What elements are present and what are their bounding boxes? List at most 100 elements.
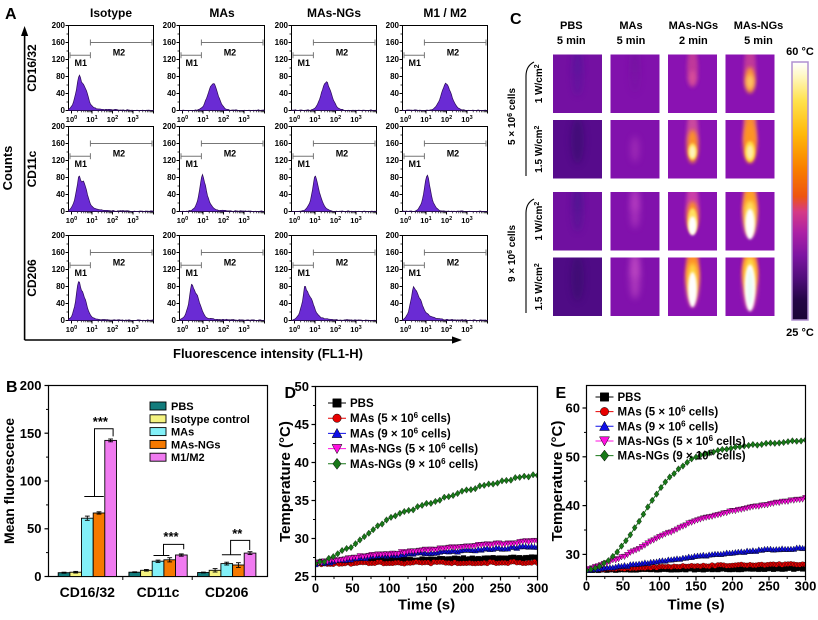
svg-text:MAs-NGs: MAs-NGs — [669, 20, 719, 32]
svg-text:100: 100 — [20, 474, 42, 489]
svg-text:150: 150 — [416, 581, 438, 596]
svg-text:120: 120 — [275, 55, 289, 64]
svg-text:0: 0 — [172, 207, 177, 216]
svg-text:PBS: PBS — [350, 398, 374, 410]
svg-text:103: 103 — [127, 216, 138, 225]
svg-text:200: 200 — [52, 122, 66, 131]
svg-text:CD206: CD206 — [25, 259, 39, 297]
svg-text:**: ** — [232, 526, 243, 541]
svg-text:0: 0 — [284, 316, 289, 325]
svg-text:0: 0 — [583, 579, 590, 594]
svg-text:M1/M2: M1/M2 — [171, 452, 205, 464]
svg-text:M1: M1 — [298, 159, 311, 169]
svg-text:102: 102 — [441, 325, 452, 334]
svg-text:0: 0 — [172, 316, 177, 325]
svg-text:160: 160 — [163, 248, 177, 257]
svg-text:160: 160 — [52, 139, 66, 148]
svg-text:102: 102 — [330, 216, 341, 225]
svg-text:120: 120 — [275, 156, 289, 165]
svg-text:0: 0 — [395, 106, 400, 115]
svg-text:M1: M1 — [186, 159, 199, 169]
svg-text:50: 50 — [345, 581, 359, 596]
svg-text:250: 250 — [758, 579, 780, 594]
svg-text:120: 120 — [163, 55, 177, 64]
svg-text:200: 200 — [52, 231, 66, 240]
svg-text:M1: M1 — [75, 268, 88, 278]
svg-text:9 × 106 cells: 9 × 106 cells — [507, 225, 518, 282]
svg-text:200: 200 — [722, 579, 744, 594]
svg-text:160: 160 — [52, 38, 66, 47]
svg-text:M1: M1 — [75, 159, 88, 169]
svg-text:M2: M2 — [224, 149, 237, 159]
svg-text:0: 0 — [395, 316, 400, 325]
svg-text:***: *** — [93, 414, 109, 429]
svg-text:CD16/32: CD16/32 — [25, 44, 39, 92]
svg-text:100: 100 — [177, 325, 188, 334]
svg-text:160: 160 — [163, 38, 177, 47]
svg-text:80: 80 — [279, 282, 288, 291]
svg-text:M1: M1 — [186, 268, 199, 278]
svg-text:80: 80 — [167, 173, 176, 182]
svg-text:80: 80 — [56, 282, 65, 291]
svg-text:120: 120 — [386, 265, 400, 274]
svg-text:0: 0 — [61, 207, 66, 216]
svg-text:M1: M1 — [298, 268, 311, 278]
svg-text:101: 101 — [197, 216, 208, 225]
svg-text:80: 80 — [390, 72, 399, 81]
svg-text:60 °C: 60 °C — [786, 46, 814, 58]
svg-text:100: 100 — [177, 115, 188, 124]
svg-text:MAs (5 × 106 cells): MAs (5 × 106 cells) — [618, 405, 719, 419]
svg-text:CD11c: CD11c — [137, 584, 180, 600]
svg-text:CD16/32: CD16/32 — [60, 584, 115, 600]
svg-text:101: 101 — [197, 325, 208, 334]
svg-text:300: 300 — [527, 581, 549, 596]
svg-text:35: 35 — [295, 493, 309, 508]
svg-text:160: 160 — [52, 248, 66, 257]
svg-text:102: 102 — [441, 115, 452, 124]
svg-text:120: 120 — [52, 265, 66, 274]
svg-text:MAs (9 × 106 cells): MAs (9 × 106 cells) — [618, 419, 719, 433]
svg-text:200: 200 — [275, 231, 289, 240]
svg-text:160: 160 — [386, 139, 400, 148]
svg-text:M2: M2 — [447, 48, 460, 58]
svg-text:160: 160 — [386, 248, 400, 257]
svg-text:101: 101 — [420, 216, 431, 225]
svg-text:50: 50 — [616, 579, 630, 594]
svg-text:M1: M1 — [409, 159, 422, 169]
svg-text:MAs: MAs — [209, 6, 235, 20]
svg-text:80: 80 — [279, 72, 288, 81]
svg-text:Time (s): Time (s) — [398, 597, 455, 614]
svg-text:MAs (9 × 106 cells): MAs (9 × 106 cells) — [350, 426, 451, 440]
svg-text:40: 40 — [56, 89, 65, 98]
svg-text:CD206: CD206 — [205, 584, 249, 600]
svg-text:MAs-NGs: MAs-NGs — [734, 20, 784, 32]
svg-text:101: 101 — [420, 325, 431, 334]
svg-text:120: 120 — [386, 55, 400, 64]
svg-text:300: 300 — [795, 579, 817, 594]
svg-text:30: 30 — [566, 547, 580, 562]
svg-text:100: 100 — [66, 115, 77, 124]
svg-text:1 W/cm2: 1 W/cm2 — [534, 202, 545, 241]
svg-text:M2: M2 — [336, 258, 349, 268]
svg-text:100: 100 — [177, 216, 188, 225]
svg-text:101: 101 — [309, 325, 320, 334]
svg-text:0: 0 — [61, 316, 66, 325]
svg-text:101: 101 — [309, 115, 320, 124]
svg-text:40: 40 — [279, 190, 288, 199]
svg-text:0: 0 — [284, 207, 289, 216]
svg-text:M1: M1 — [186, 58, 199, 68]
svg-text:103: 103 — [461, 115, 472, 124]
svg-text:40: 40 — [167, 299, 176, 308]
svg-text:120: 120 — [52, 55, 66, 64]
svg-text:40: 40 — [390, 89, 399, 98]
svg-text:60: 60 — [566, 401, 580, 416]
svg-text:5 min: 5 min — [744, 35, 773, 47]
svg-text:200: 200 — [386, 122, 400, 131]
svg-text:103: 103 — [350, 325, 361, 334]
svg-text:200: 200 — [20, 378, 42, 393]
svg-text:100: 100 — [379, 581, 401, 596]
svg-text:200: 200 — [275, 21, 289, 30]
svg-text:MAs-NGs: MAs-NGs — [171, 439, 221, 451]
svg-text:M1: M1 — [409, 268, 422, 278]
svg-text:40: 40 — [279, 89, 288, 98]
